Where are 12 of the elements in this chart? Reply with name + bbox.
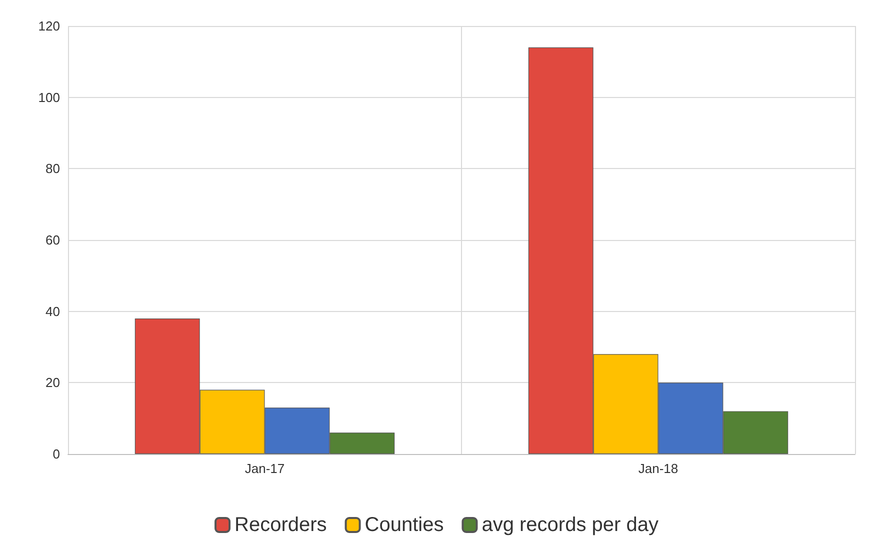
y-tick-label: 20: [46, 375, 60, 390]
y-tick-label: 100: [38, 90, 60, 105]
legend-label: avg records per day: [482, 514, 658, 536]
y-tick-label: 40: [46, 304, 60, 319]
y-tick-label: 80: [46, 161, 60, 176]
y-tick-label: 0: [52, 446, 60, 462]
y-tick-label: 120: [38, 18, 60, 34]
legend-label: Counties: [364, 514, 444, 536]
x-tick-label: Jan-18: [638, 461, 678, 476]
y-tick-label: 60: [46, 232, 60, 248]
legend-label: Recorders: [234, 514, 327, 536]
x-tick-label: Jan-17: [244, 461, 285, 476]
